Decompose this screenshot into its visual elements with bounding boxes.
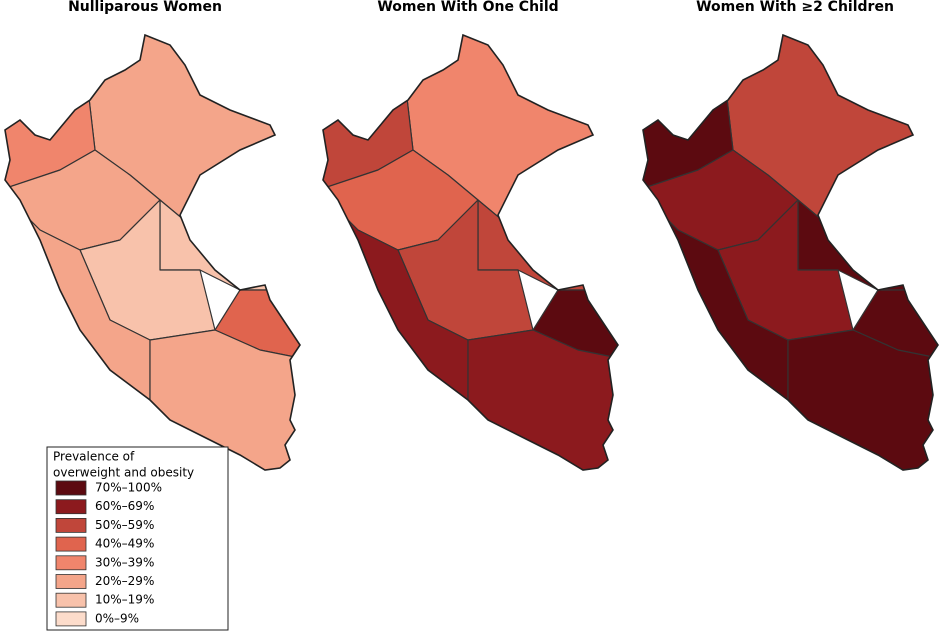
legend-title: Prevalence of — [53, 450, 135, 464]
map-nulliparous — [4, 34, 301, 471]
legend-label: 30%–39% — [95, 555, 154, 569]
legend-title: overweight and obesity — [53, 466, 194, 480]
panel-title: Women With One Child — [377, 0, 558, 15]
legend-swatch — [55, 574, 87, 589]
legend: Prevalence of overweight and obesity70%–1… — [46, 446, 229, 631]
legend-label: 20%–29% — [95, 574, 154, 588]
map-two-plus-children — [642, 34, 939, 471]
legend-swatch — [55, 536, 87, 552]
map-one-child — [322, 34, 619, 471]
panel-title: Women With ≥2 Children — [696, 0, 894, 15]
legend-swatch — [55, 611, 87, 627]
legend-label: 40%–49% — [95, 537, 154, 551]
legend-label: 60%–69% — [95, 499, 154, 513]
legend-label: 10%–19% — [95, 593, 154, 607]
legend-label: 50%–59% — [95, 518, 154, 532]
panel-title: Nulliparous Women — [68, 0, 222, 15]
legend-swatch — [55, 518, 87, 533]
legend-label: 0%–9% — [95, 611, 139, 625]
legend-swatch — [55, 555, 87, 571]
legend-label: 70%–100% — [95, 481, 162, 495]
legend-swatch — [55, 592, 87, 608]
legend-swatch — [55, 499, 87, 515]
legend-swatch — [55, 480, 87, 496]
